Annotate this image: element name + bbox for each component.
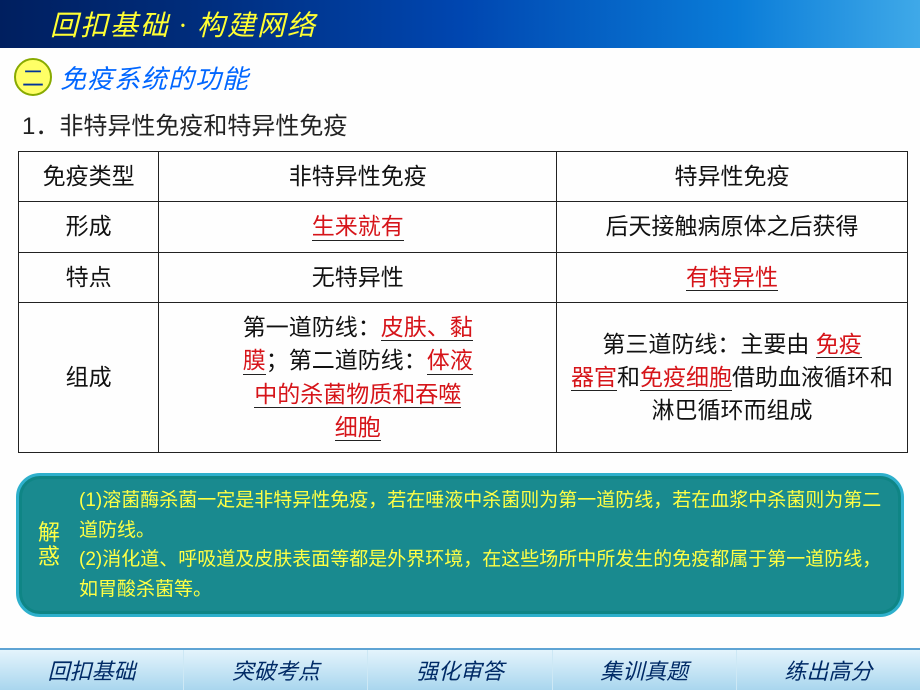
nav-item-review[interactable]: 强化审答 <box>368 650 552 690</box>
th-type: 免疫类型 <box>19 152 159 202</box>
th-specific: 特异性免疫 <box>557 152 908 202</box>
table-row-composition: 组成 第一道防线：皮肤、黏 膜；第二道防线：体液 中的杀菌物质和吞噬 细胞 第三… <box>19 303 908 453</box>
section-title: 1．非特异性免疫和特异性免疫 <box>0 102 920 151</box>
comp-sp-f1: 免疫 <box>816 331 862 357</box>
label-feature: 特点 <box>19 252 159 302</box>
cell-formation-specific: 后天接触病原体之后获得 <box>557 202 908 252</box>
nav-item-score[interactable]: 练出高分 <box>737 650 920 690</box>
header-title: 回扣基础 · 构建网络 <box>50 4 317 44</box>
label-formation: 形成 <box>19 202 159 252</box>
nav-item-training[interactable]: 集训真题 <box>553 650 737 690</box>
table-row-head: 免疫类型 非特异性免疫 特异性免疫 <box>19 152 908 202</box>
cell-feature-nonspecific: 无特异性 <box>159 252 557 302</box>
comp-sp-t1: 第三道防线：主要由 <box>602 331 809 357</box>
comp-ns-f2c: 细胞 <box>335 414 381 440</box>
fill-feature-sp: 有特异性 <box>686 264 778 290</box>
bottom-nav: 回扣基础 突破考点 强化审答 集训真题 练出高分 <box>0 648 920 690</box>
comp-ns-f1b: 膜 <box>243 347 266 373</box>
cell-comp-nonspecific: 第一道防线：皮肤、黏 膜；第二道防线：体液 中的杀菌物质和吞噬 细胞 <box>159 303 557 453</box>
tip-label-1: 解 <box>38 521 60 545</box>
fill-formation-ns: 生来就有 <box>312 213 404 239</box>
subheader: 二 免疫系统的功能 <box>0 48 920 102</box>
header-band: 回扣基础 · 构建网络 <box>0 0 920 48</box>
table-row-feature: 特点 无特异性 有特异性 <box>19 252 908 302</box>
comp-sp-f2: 免疫细胞 <box>640 364 732 390</box>
comp-sp-t2: 和 <box>617 364 640 390</box>
tip-line-1: (1)溶菌酶杀菌一定是非特异性免疫，若在唾液中杀菌则为第一道防线，若在血浆中杀菌… <box>79 486 889 545</box>
comp-ns-f2: 体液 <box>427 347 473 373</box>
tip-text: (1)溶菌酶杀菌一定是非特异性免疫，若在唾液中杀菌则为第一道防线，若在血浆中杀菌… <box>75 482 893 608</box>
th-nonspecific: 非特异性免疫 <box>159 152 557 202</box>
nav-item-breakthrough[interactable]: 突破考点 <box>184 650 368 690</box>
subheader-title: 免疫系统的功能 <box>60 59 249 96</box>
tip-label: 解 惑 <box>27 482 75 608</box>
cell-formation-nonspecific: 生来就有 <box>159 202 557 252</box>
comp-ns-f1: 皮肤、黏 <box>381 314 473 340</box>
immunity-table: 免疫类型 非特异性免疫 特异性免疫 形成 生来就有 后天接触病原体之后获得 特点… <box>18 151 908 453</box>
tip-label-2: 惑 <box>38 545 60 569</box>
comp-sp-f1b: 器官 <box>571 364 617 390</box>
cell-comp-specific: 第三道防线：主要由 免疫 器官和免疫细胞借助血液循环和淋巴循环而组成 <box>557 303 908 453</box>
section-badge: 二 <box>14 58 52 96</box>
label-composition: 组成 <box>19 303 159 453</box>
nav-item-basics[interactable]: 回扣基础 <box>0 650 184 690</box>
table-row-formation: 形成 生来就有 后天接触病原体之后获得 <box>19 202 908 252</box>
tip-line-2: (2)消化道、呼吸道及皮肤表面等都是外界环境，在这些场所中所发生的免疫都属于第一… <box>79 545 889 604</box>
comp-ns-f2b: 中的杀菌物质和吞噬 <box>254 381 461 407</box>
cell-feature-specific: 有特异性 <box>557 252 908 302</box>
comp-ns-t2: ；第二道防线： <box>266 347 427 373</box>
comp-ns-t1: 第一道防线： <box>243 314 381 340</box>
badge-text: 二 <box>22 61 44 93</box>
tip-box: 解 惑 (1)溶菌酶杀菌一定是非特异性免疫，若在唾液中杀菌则为第一道防线，若在血… <box>16 473 904 617</box>
